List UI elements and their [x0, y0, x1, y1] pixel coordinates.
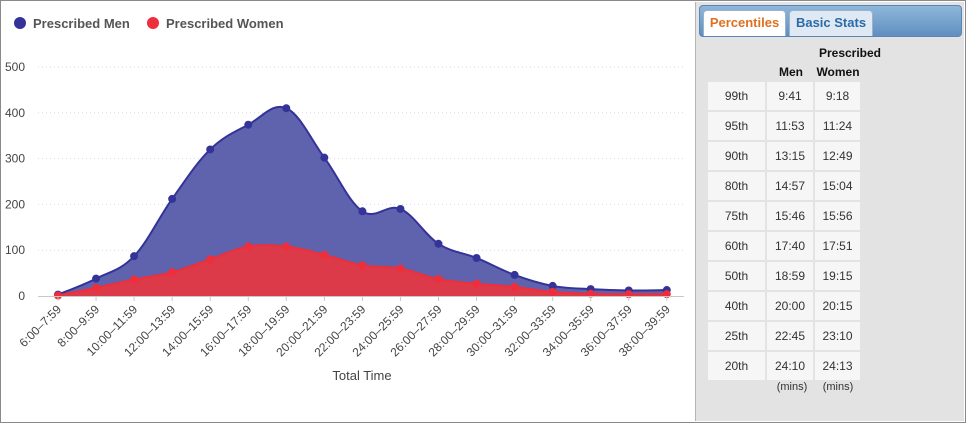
women-time-cell: 17:51 — [815, 232, 860, 260]
legend-item-1[interactable]: Prescribed Women — [147, 16, 284, 31]
data-point[interactable] — [206, 255, 215, 264]
women-time-cell: 15:56 — [815, 202, 860, 230]
men-time-cell: 15:46 — [767, 202, 813, 230]
data-point[interactable] — [282, 242, 291, 251]
series-area-0 — [58, 106, 667, 296]
data-point[interactable] — [130, 252, 139, 261]
table-row: 50th 18:59 19:15 — [708, 262, 861, 292]
y-tick-label: 200 — [5, 197, 25, 211]
data-point[interactable] — [548, 281, 557, 290]
data-point[interactable] — [472, 253, 481, 262]
men-time-cell: 22:45 — [767, 322, 813, 350]
legend[interactable]: Prescribed Men Prescribed Women — [14, 16, 284, 31]
table-row: 95th 11:53 11:24 — [708, 112, 861, 142]
women-time-cell: 20:15 — [815, 292, 860, 320]
data-point[interactable] — [92, 283, 101, 292]
percentile-cell: 90th — [708, 142, 765, 170]
percentile-cell: 25th — [708, 322, 765, 350]
series-area-1 — [58, 245, 667, 296]
women-time-cell: 12:49 — [815, 142, 860, 170]
data-point[interactable] — [358, 207, 367, 216]
legend-label: Prescribed Women — [166, 16, 284, 31]
x-axis-title: Total Time — [332, 368, 391, 383]
percentile-cell: 95th — [708, 112, 765, 140]
table-row: 80th 14:57 15:04 — [708, 172, 861, 202]
data-point[interactable] — [434, 239, 443, 248]
data-point[interactable] — [54, 291, 62, 300]
table-row: 25th 22:45 23:10 — [708, 322, 861, 352]
legend-item-0[interactable]: Prescribed Men — [14, 16, 130, 31]
percentile-cell: 80th — [708, 172, 765, 200]
data-point[interactable] — [434, 275, 443, 284]
data-point[interactable] — [206, 145, 215, 154]
column-header-men: Men — [779, 65, 803, 79]
data-point[interactable] — [244, 242, 253, 251]
y-tick-label: 500 — [5, 60, 25, 74]
tab-bar: Percentiles Basic Stats — [699, 5, 962, 37]
y-tick-label: 400 — [5, 106, 25, 120]
tab-basic-stats[interactable]: Basic Stats — [789, 10, 873, 36]
table-row: 90th 13:15 12:49 — [708, 142, 861, 172]
men-time-cell: 24:10 — [767, 352, 813, 380]
data-point[interactable] — [358, 261, 367, 270]
data-point[interactable] — [396, 204, 405, 213]
units-women: (mins) — [822, 381, 854, 393]
table-group-header: Prescribed — [818, 46, 882, 60]
legend-marker-icon — [14, 17, 26, 29]
men-time-cell: 20:00 — [767, 292, 813, 320]
table-row: 40th 20:00 20:15 — [708, 292, 861, 322]
data-point[interactable] — [168, 268, 177, 277]
women-time-cell: 11:24 — [815, 112, 860, 140]
legend-marker-icon — [147, 17, 159, 29]
table-row: 75th 15:46 15:56 — [708, 202, 861, 232]
table-row: 60th 17:40 17:51 — [708, 232, 861, 262]
data-point[interactable] — [320, 153, 329, 162]
column-header-women: Women — [816, 65, 860, 79]
data-point[interactable] — [244, 120, 253, 129]
data-point[interactable] — [510, 282, 519, 291]
data-point[interactable] — [320, 250, 329, 259]
y-tick-label: 100 — [5, 243, 25, 257]
tab-percentiles[interactable]: Percentiles — [703, 10, 786, 36]
total-time-chart: 01002003004005006:00–7:598:00–9:5910:00–… — [5, 16, 684, 383]
data-point[interactable] — [472, 279, 481, 288]
stats-panel: Percentiles Basic Stats Prescribed Men W… — [695, 2, 964, 421]
data-markers — [54, 104, 671, 300]
data-point[interactable] — [130, 275, 139, 284]
data-point[interactable] — [396, 264, 405, 273]
men-time-cell: 18:59 — [767, 262, 813, 290]
data-point[interactable] — [510, 270, 519, 279]
y-tick-label: 0 — [18, 289, 25, 303]
percentile-cell: 40th — [708, 292, 765, 320]
men-time-cell: 13:15 — [767, 142, 813, 170]
men-time-cell: 17:40 — [767, 232, 813, 260]
women-time-cell: 9:18 — [815, 82, 860, 110]
percentile-cell: 60th — [708, 232, 765, 260]
percentile-cell: 99th — [708, 82, 765, 110]
data-point[interactable] — [92, 274, 101, 283]
legend-label: Prescribed Men — [33, 16, 130, 31]
percentile-cell: 75th — [708, 202, 765, 230]
women-time-cell: 19:15 — [815, 262, 860, 290]
percentile-cell: 20th — [708, 352, 765, 380]
percentile-cell: 50th — [708, 262, 765, 290]
men-time-cell: 9:41 — [767, 82, 813, 110]
men-time-cell: 11:53 — [767, 112, 813, 140]
table-row: 99th 9:41 9:18 — [708, 82, 861, 112]
data-point[interactable] — [168, 194, 177, 203]
women-time-cell: 15:04 — [815, 172, 860, 200]
units-men: (mins) — [776, 381, 808, 393]
women-time-cell: 23:10 — [815, 322, 860, 350]
men-time-cell: 14:57 — [767, 172, 813, 200]
table-row: 20th 24:10 24:13 — [708, 352, 861, 382]
data-point[interactable] — [282, 104, 291, 113]
women-time-cell: 24:13 — [815, 352, 860, 380]
data-point[interactable] — [548, 287, 557, 296]
data-point[interactable] — [586, 289, 595, 298]
y-tick-label: 300 — [5, 152, 25, 166]
